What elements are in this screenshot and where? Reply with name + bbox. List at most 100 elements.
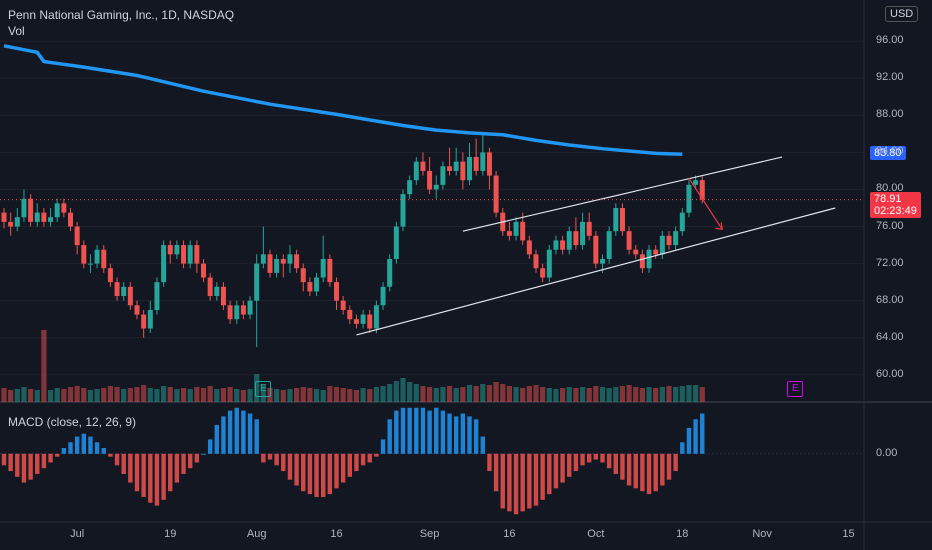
volume-bar <box>21 387 27 402</box>
volume-bar <box>267 388 273 402</box>
candle-body <box>94 249 100 264</box>
time-axis-label: 16 <box>330 528 343 540</box>
volume-bar <box>513 387 519 402</box>
candle-body <box>673 231 679 246</box>
candle-body <box>693 180 699 185</box>
candle-body <box>214 286 220 297</box>
candle-body <box>493 175 499 213</box>
volume-bar <box>28 389 34 402</box>
macd-histogram-bar <box>460 413 466 454</box>
macd-histogram-bar <box>227 410 233 454</box>
macd-label[interactable]: MACD (close, 12, 26, 9) <box>8 415 137 429</box>
volume-bar <box>87 390 94 402</box>
macd-histogram-bar <box>606 453 612 469</box>
candle-body <box>54 203 60 218</box>
volume-bar <box>94 389 100 402</box>
macd-histogram-bar <box>35 453 40 474</box>
macd-histogram-bar <box>214 425 219 454</box>
macd-histogram-bar <box>234 407 239 454</box>
macd-histogram-bar <box>114 453 120 466</box>
volume-bar <box>347 389 353 402</box>
bar-countdown: 02:23:49 <box>874 204 917 217</box>
time-axis-label: Jul <box>70 528 85 540</box>
macd-histogram-bar <box>540 453 545 500</box>
volume-bar <box>254 374 260 402</box>
candle-body <box>679 212 685 232</box>
volume-bar <box>506 386 512 402</box>
volume-bar <box>121 389 127 402</box>
macd-histogram-bar <box>274 453 279 466</box>
ma-price-tag: 83.80 <box>870 146 906 161</box>
time-axis-label: Aug <box>246 528 267 540</box>
candle-body <box>154 282 160 310</box>
price-axis-label: 84.00 <box>876 145 904 158</box>
volume-bar <box>307 388 313 402</box>
earnings-icon[interactable]: E <box>255 381 272 397</box>
macd-histogram-bar <box>693 419 698 454</box>
candle-body <box>626 231 632 250</box>
volume-bar <box>579 387 586 402</box>
volume-bar <box>300 387 306 402</box>
candle-body <box>486 152 492 176</box>
macd-histogram-bar <box>673 453 678 472</box>
macd-histogram-bar <box>553 453 559 489</box>
candle-body <box>526 240 532 255</box>
volume-bar <box>626 385 632 402</box>
candle-body <box>320 258 326 278</box>
volume-bar <box>387 384 393 402</box>
time-axis-label: 19 <box>164 528 177 540</box>
volume-bar <box>14 389 20 402</box>
earnings-icon[interactable]: E <box>787 381 804 397</box>
last-price-tag: 78.91 02:23:49 <box>870 191 921 218</box>
macd-histogram-bar <box>613 453 618 474</box>
volume-bar <box>107 386 113 402</box>
time-axis-label: 16 <box>503 528 516 540</box>
candle-body <box>28 198 34 222</box>
volume-bar <box>114 387 120 402</box>
volume-bar <box>200 388 207 402</box>
candle-body <box>167 245 173 255</box>
macd-histogram-bar <box>473 419 479 454</box>
candle-body <box>467 157 472 181</box>
macd-histogram-bar <box>221 416 226 454</box>
volume-label[interactable]: Vol <box>8 24 25 38</box>
macd-histogram-bar <box>340 453 346 483</box>
candle-body <box>633 249 639 255</box>
volume-bar <box>646 387 652 402</box>
macd-histogram-bar <box>547 453 552 495</box>
time-axis-label: 15 <box>842 528 855 540</box>
candle-body <box>280 258 286 264</box>
price-axis-label: 96.00 <box>876 34 904 47</box>
candle-body <box>101 249 107 269</box>
macd-histogram-bar <box>367 453 372 463</box>
candle-body <box>407 180 413 195</box>
candle-body <box>453 161 459 171</box>
candle-body <box>74 226 80 246</box>
candle-body <box>580 221 586 246</box>
volume-bar <box>47 390 54 402</box>
candle-body <box>427 170 433 190</box>
volume-bar <box>67 387 74 402</box>
currency-button[interactable]: USD <box>885 6 919 22</box>
volume-bar <box>466 385 473 402</box>
volume-bar <box>686 385 692 402</box>
macd-histogram-bar <box>633 453 638 489</box>
projection-arrowhead <box>715 222 723 231</box>
candle-body <box>373 305 379 329</box>
macd-histogram-bar <box>660 453 665 486</box>
symbol-title[interactable]: Penn National Gaming, Inc., 1D, NASDAQ <box>8 8 235 22</box>
macd-histogram-bar <box>41 453 47 469</box>
projection-arrow <box>688 178 723 230</box>
volume-bar <box>287 389 293 402</box>
candle-body <box>240 305 246 315</box>
macd-histogram-bar <box>194 453 200 463</box>
volume-bar <box>214 389 220 402</box>
candle-body <box>613 208 619 232</box>
candle-body <box>360 314 366 324</box>
volume-bar <box>433 388 439 402</box>
candle-body <box>187 245 193 264</box>
candle-body <box>380 286 386 306</box>
candle-body <box>61 203 67 213</box>
candle-body <box>506 231 512 236</box>
